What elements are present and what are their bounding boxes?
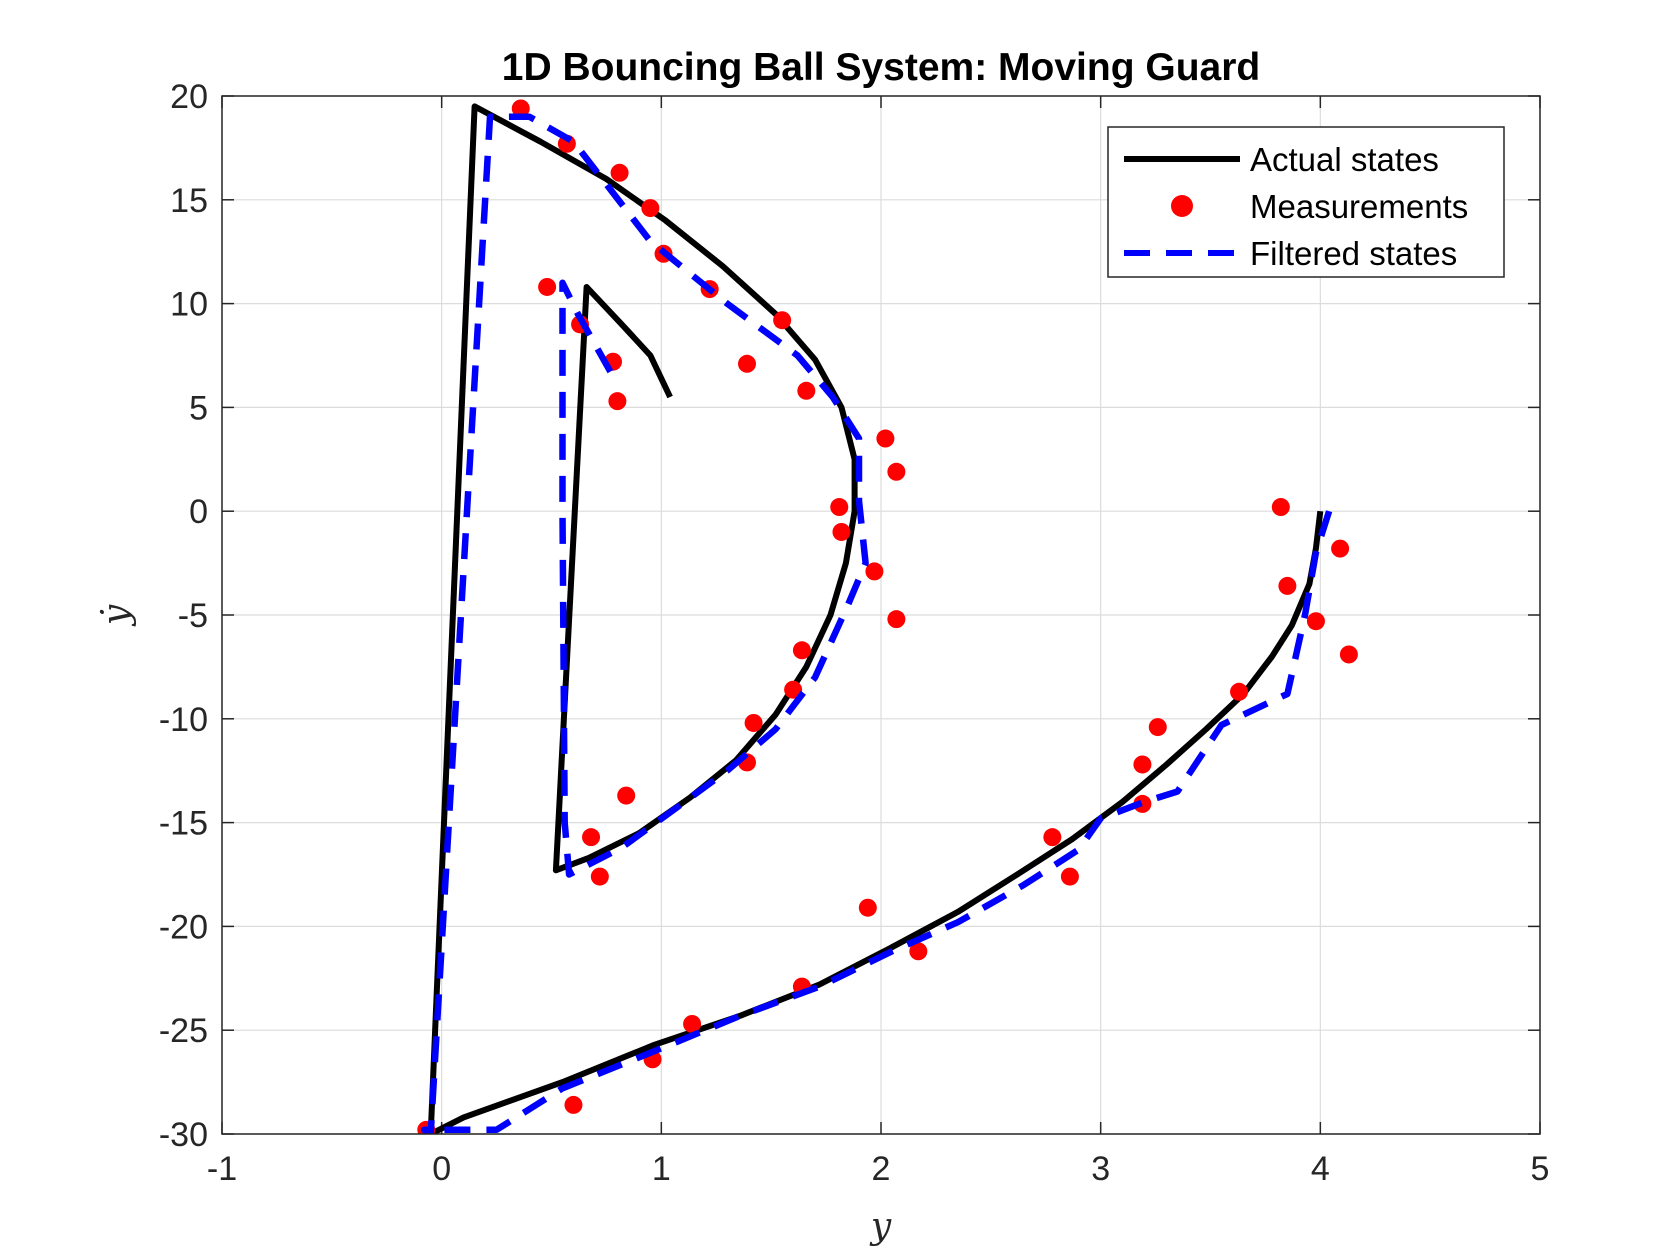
measurement-point	[582, 828, 601, 847]
chart-title: 1D Bouncing Ball System: Moving Guard	[502, 46, 1260, 89]
legend-marker	[1171, 195, 1193, 217]
x-tick-label: 4	[1311, 1150, 1330, 1188]
measurement-point	[617, 786, 636, 805]
y-tick-labels: -30 -25 -20 -15 -10 -5 0 5 10 15 20	[159, 78, 208, 1154]
measurement-point	[792, 641, 811, 660]
measurement-point	[909, 942, 928, 961]
measurement-point	[887, 610, 906, 629]
x-tick-label: -1	[207, 1150, 237, 1188]
measurement-point	[538, 277, 557, 296]
x-tick-label: 2	[872, 1150, 891, 1188]
measurement-point	[887, 462, 906, 481]
measurement-point	[1278, 576, 1297, 595]
measurement-point	[876, 429, 895, 448]
y-tick-label: 5	[189, 389, 208, 427]
y-tick-label: -10	[159, 701, 208, 739]
legend: Actual states Measurements Filtered states	[1107, 126, 1505, 278]
measurement-point	[1133, 794, 1152, 813]
measurement-point	[784, 680, 803, 699]
measurement-point	[1148, 718, 1167, 737]
x-axis-label: y	[869, 1206, 892, 1247]
measurement-point	[564, 1095, 583, 1114]
measurement-point	[744, 713, 763, 732]
legend-label: Filtered states	[1250, 235, 1457, 272]
y-tick-label: -15	[159, 805, 208, 843]
x-tick-label: 3	[1091, 1150, 1110, 1188]
measurement-point	[557, 134, 576, 153]
measurement-point	[511, 99, 530, 118]
measurement-point	[1331, 539, 1350, 558]
y-tick-label: 20	[170, 78, 208, 116]
legend-label: Measurements	[1250, 188, 1468, 225]
measurement-point	[1043, 828, 1062, 847]
data-series	[417, 99, 1358, 1134]
measurement-point	[1339, 645, 1358, 664]
measurement-point	[1133, 755, 1152, 774]
measurement-point	[830, 498, 849, 517]
measurement-point	[865, 562, 884, 581]
legend-item-measurements: Measurements	[1171, 188, 1468, 225]
y-tick-label: -20	[159, 908, 208, 946]
y-tick-label: 0	[189, 493, 208, 531]
measurement-point	[1306, 612, 1325, 631]
y-tick-label: -25	[159, 1012, 208, 1050]
measurement-point	[1230, 682, 1249, 701]
measurement-point	[608, 392, 627, 411]
legend-label: Actual states	[1250, 141, 1439, 178]
y-tick-label: 10	[170, 286, 208, 324]
y-axis-label: ẏ	[96, 604, 137, 627]
x-tick-label: 0	[432, 1150, 451, 1188]
measurement-point	[590, 867, 609, 886]
measurement-point	[641, 199, 660, 218]
axes-box	[221, 95, 1541, 1135]
measurement-point	[738, 354, 757, 373]
measurement-point	[610, 163, 629, 182]
y-tick-label: -5	[178, 597, 208, 635]
measurement-point	[773, 311, 792, 330]
measurement-point	[683, 1014, 702, 1033]
legend-item-filtered-states: Filtered states	[1124, 235, 1457, 272]
measurement-point	[832, 522, 851, 541]
filtered-states-line	[420, 113, 1333, 1134]
y-tick-label: 15	[170, 182, 208, 220]
legend-item-actual-states: Actual states	[1124, 141, 1439, 178]
x-tick-labels: -1 0 1 2 3 4 5	[207, 1150, 1550, 1188]
measurement-point	[1271, 498, 1290, 517]
y-tick-label: -30	[159, 1116, 208, 1154]
measurement-point	[797, 381, 816, 400]
actual-states-line	[427, 103, 1324, 1134]
measurement-point	[1060, 867, 1079, 886]
measurement-point	[858, 898, 877, 917]
x-tick-label: 5	[1531, 1150, 1550, 1188]
x-tick-label: 1	[652, 1150, 671, 1188]
